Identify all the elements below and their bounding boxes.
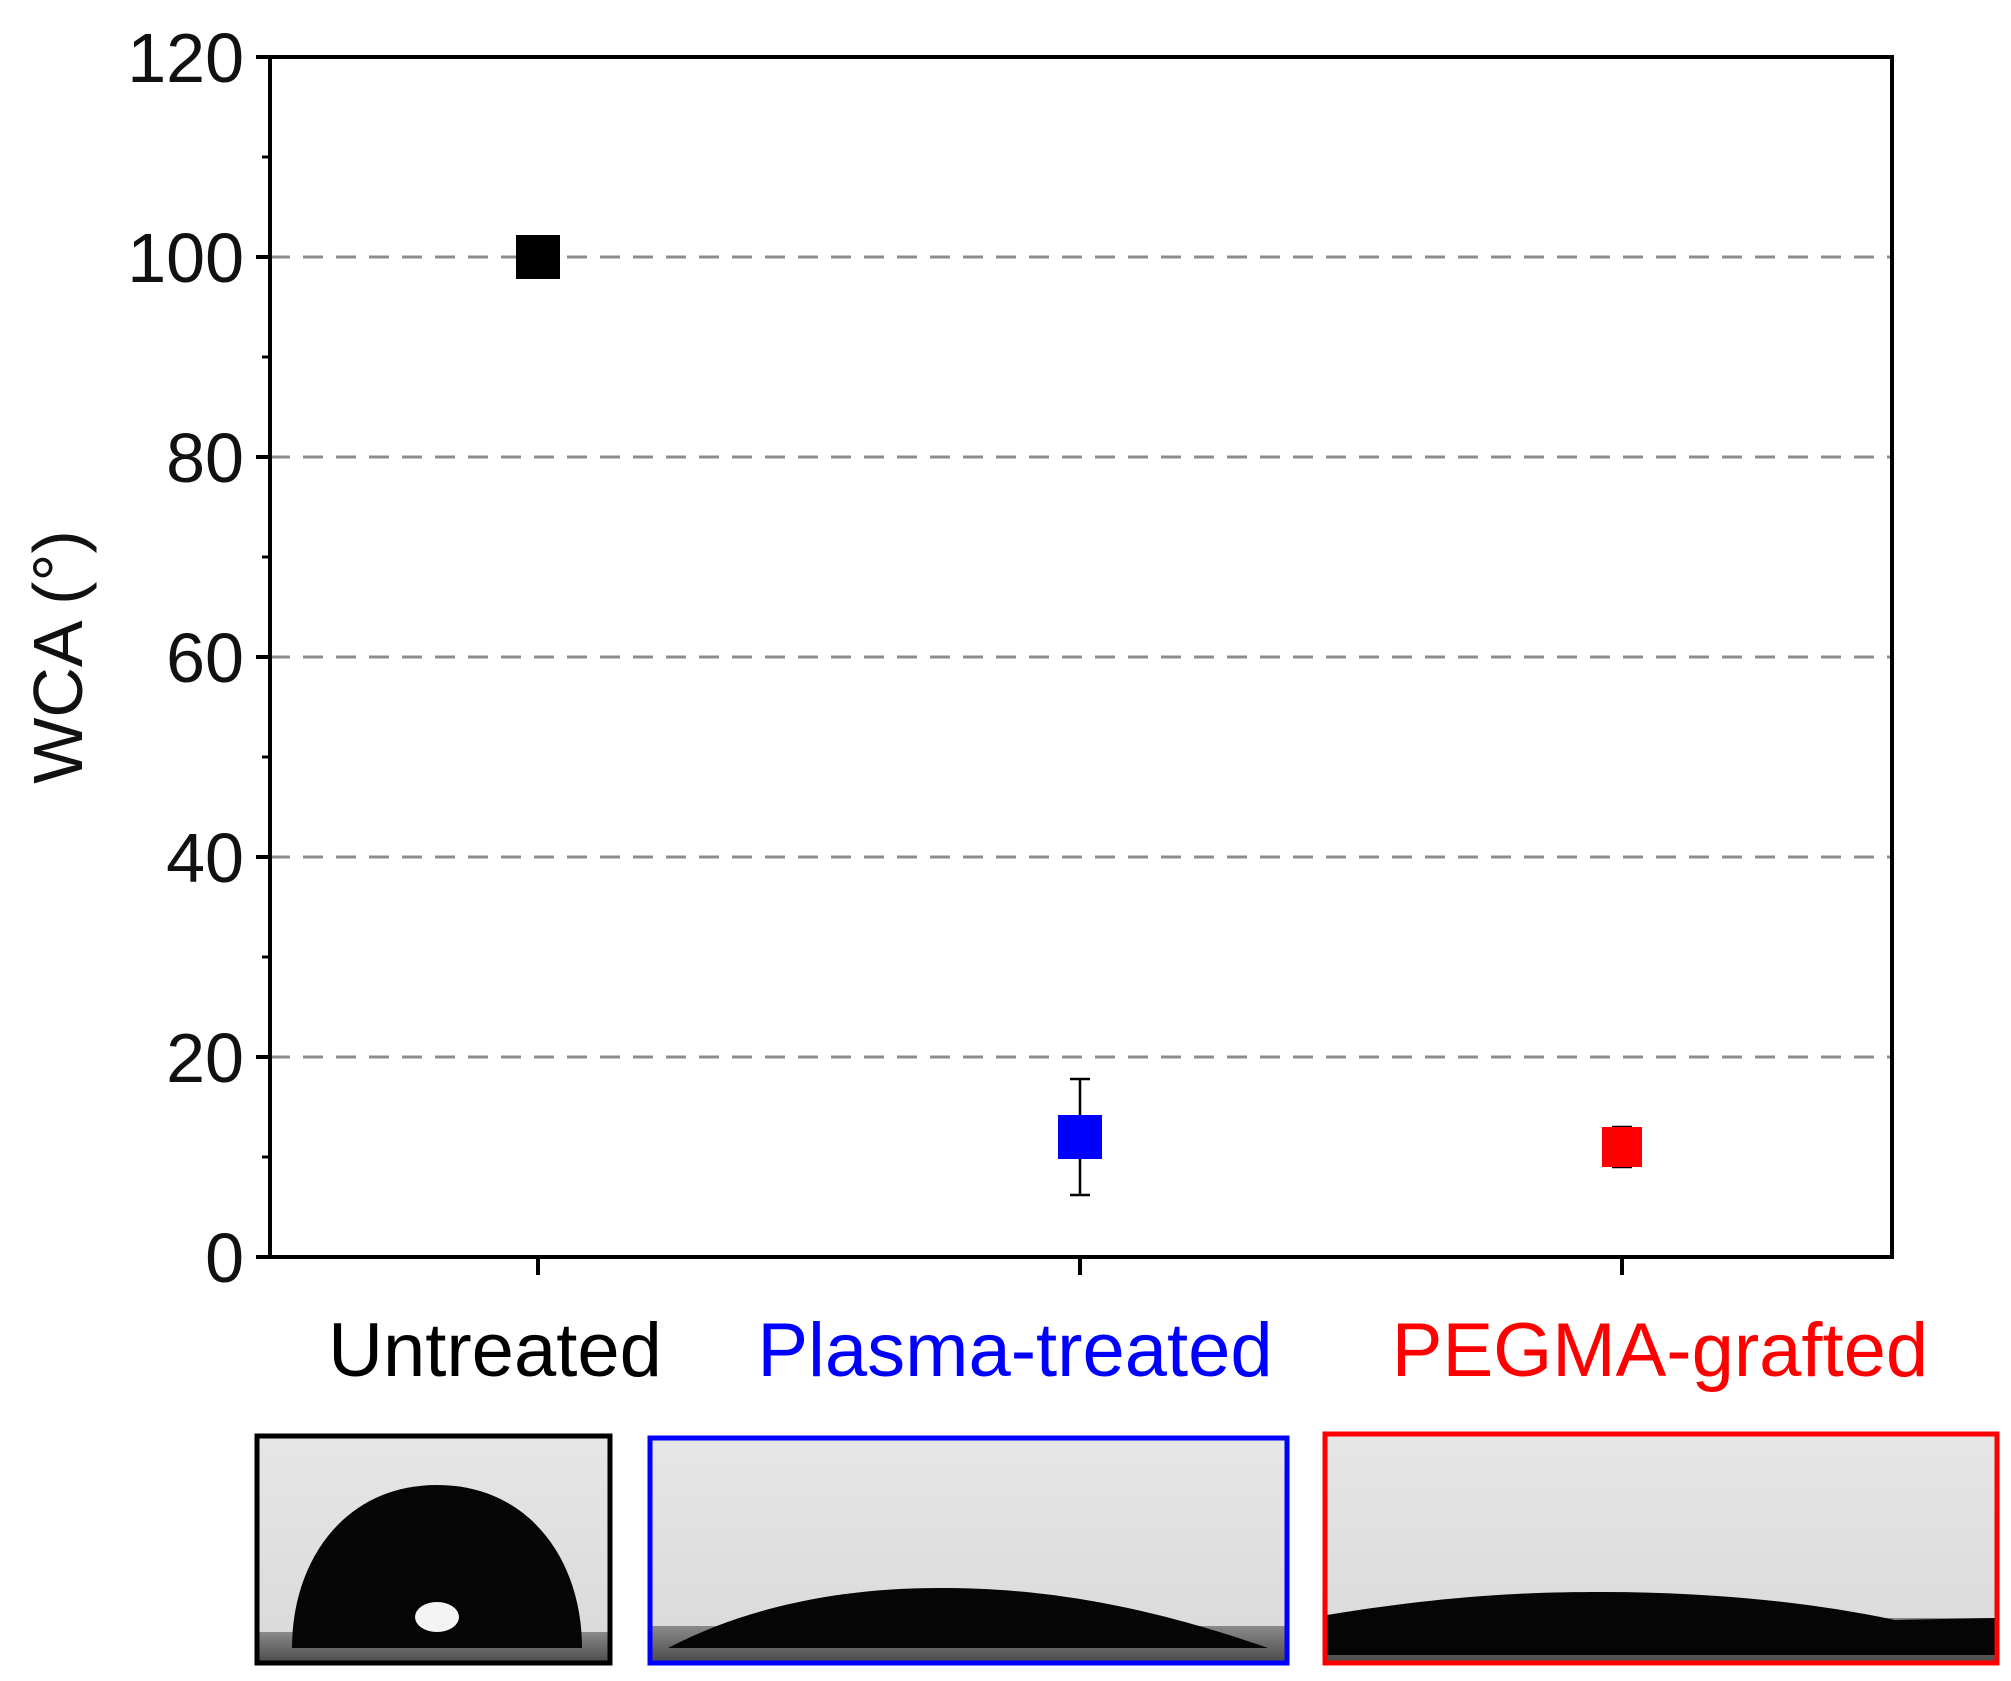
data-point-marker (516, 235, 560, 279)
data-points (516, 235, 1642, 1197)
data-point-group (1602, 1125, 1642, 1169)
data-point-marker (1602, 1127, 1642, 1167)
category-labels: Untreated Plasma-treated PEGMA-grafted (328, 1308, 1928, 1393)
droplet-frame-pegma-grafted (1322, 1431, 2000, 1666)
y-axis-title: WCA (°) (19, 530, 97, 784)
droplet-photo-untreated (254, 1433, 613, 1666)
droplet-highlight-icon (415, 1602, 459, 1632)
data-point-marker (1058, 1115, 1102, 1159)
droplet-shape-icon (668, 1588, 1268, 1648)
y-tick-label: 80 (166, 419, 244, 497)
y-tick-label: 40 (166, 819, 244, 897)
x-axis (536, 1257, 1624, 1275)
category-label: Untreated (328, 1308, 662, 1393)
grid-lines (270, 255, 1892, 1059)
y-axis: 0 20 40 60 80 100 120 (127, 19, 270, 1297)
data-point-group (516, 235, 560, 279)
droplet-frame-plasma-treated (647, 1435, 1290, 1666)
droplet-photo-plasma-treated (647, 1435, 1290, 1666)
y-tick-label: 0 (205, 1219, 244, 1297)
y-tick-label: 20 (166, 1019, 244, 1097)
droplet-shape-icon (1327, 1592, 1995, 1655)
y-tick-label: 60 (166, 619, 244, 697)
y-tick-label: 100 (127, 219, 244, 297)
droplet-frame-untreated (254, 1433, 613, 1666)
y-tick-label: 120 (127, 19, 244, 97)
droplet-photo-pegma-grafted (1322, 1431, 2000, 1666)
category-label: PEGMA-grafted (1392, 1308, 1928, 1393)
category-label: Plasma-treated (757, 1308, 1272, 1393)
droplet-shape-icon (292, 1485, 582, 1648)
data-point-group (1058, 1077, 1102, 1197)
